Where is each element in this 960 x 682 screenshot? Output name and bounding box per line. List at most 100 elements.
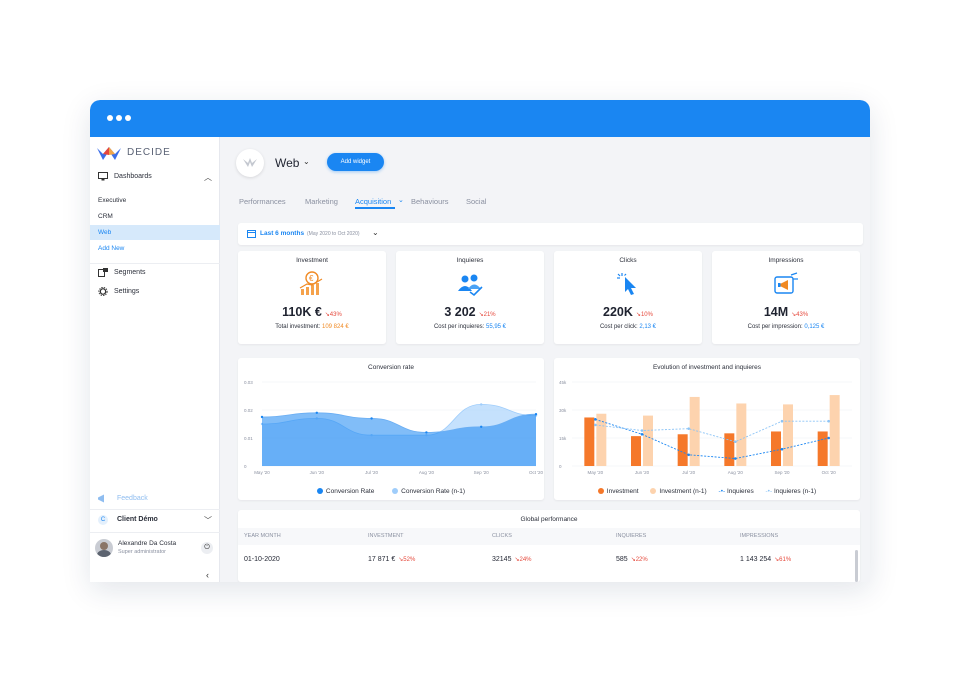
investment-inquieres-chart: Evolution of investment and inquieres 0 1…: [554, 358, 860, 500]
sidebar-dashboards[interactable]: Dashboards ︿: [90, 172, 220, 184]
kpi-value: 3 202 ↘21%: [444, 305, 496, 319]
legend-item[interactable]: -•- Inquieres: [718, 488, 754, 495]
column-header[interactable]: IMPRESSIONS: [740, 533, 779, 539]
cell-year-month: 01-10-2020: [244, 556, 280, 563]
client-label: Client Démo: [117, 516, 158, 523]
x-tick-label: Aug '20: [728, 470, 744, 475]
kpi-sub-value: 0,125 €: [804, 324, 825, 330]
legend-item[interactable]: Investment (n-1): [650, 488, 707, 495]
table-header-row: [238, 528, 860, 545]
tab-acquisition[interactable]: Acquisition: [355, 197, 392, 206]
kpi-card-impressions: Impressions 14M ↘43% Cost per impression:…: [712, 251, 860, 344]
data-point: [827, 436, 830, 440]
svg-text:€: €: [309, 274, 314, 283]
table-title: Global performance: [520, 516, 578, 523]
sidebar-item-crm[interactable]: CRM: [98, 213, 113, 220]
cell-impressions: 1 143 254 ↘61%: [740, 556, 792, 563]
sidebar-item-add-new[interactable]: Add New: [98, 245, 125, 252]
data-point: [534, 413, 538, 416]
tab-marketing[interactable]: Marketing: [305, 197, 338, 206]
x-tick-label: Jun '20: [635, 470, 650, 475]
date-filter-chevron-icon[interactable]: ⌄: [372, 228, 379, 237]
window-dot-icon[interactable]: [125, 115, 131, 121]
y-tick-label: 45k: [559, 380, 567, 385]
window-titlebar: [90, 100, 870, 137]
add-widget-button[interactable]: Add widget: [327, 153, 384, 171]
bar-investment: [817, 431, 828, 466]
y-tick-label: 0.03: [244, 380, 253, 385]
data-point: [640, 432, 644, 436]
tab-performances[interactable]: Performances: [239, 197, 286, 206]
client-selector[interactable]: C Client Démo ﹀: [90, 513, 220, 527]
kpi-sub: Total investment: 109 824 €: [275, 324, 349, 330]
column-header[interactable]: INVESTMENT: [368, 533, 404, 539]
column-header[interactable]: YEAR MONTH: [244, 533, 281, 539]
y-tick-label: 15k: [559, 436, 567, 441]
decide-logo-icon: [97, 147, 121, 160]
cell-inquieres: 585 ↘22%: [616, 556, 648, 563]
acquisition-chevron-icon[interactable]: ⌄: [398, 197, 404, 204]
legend-item[interactable]: Conversion Rate (n-1): [392, 488, 465, 495]
data-point: [687, 453, 690, 457]
kpi-title: Inquieres: [456, 257, 484, 264]
bar-investment-n1: [829, 395, 840, 466]
bar-investment-n1: [783, 404, 793, 466]
x-tick-label: Oct '20: [822, 470, 837, 475]
conversion-rate-plot: 0 0.01 0.02 0.03 May '20 Jun '20 Jul '20 Aug '2…: [244, 380, 544, 475]
kpi-sub: Cost per impression: 0,125 €: [747, 324, 825, 330]
legend-item[interactable]: Investment: [597, 488, 639, 495]
chevron-up-icon[interactable]: ︿: [204, 173, 212, 182]
date-filter[interactable]: Last 6 months (May 2020 to Oct 2020) ⌄: [238, 223, 863, 245]
cell-investment: 17 871 € ↘52%: [368, 556, 416, 563]
bar-investment: [771, 431, 781, 466]
area-conversion-rate: [262, 412, 536, 466]
bar-investment-n1: [596, 413, 607, 466]
kpi-title: Clicks: [619, 257, 637, 264]
chart-title: Conversion rate: [368, 364, 414, 371]
monitor-icon: [98, 172, 108, 181]
x-tick-label: Jul '20: [365, 470, 378, 475]
avatar[interactable]: [95, 539, 113, 557]
bar-investment: [677, 434, 688, 466]
column-header[interactable]: CLICKS: [492, 533, 512, 539]
kpi-change: ↘43%: [791, 312, 809, 318]
sidebar-item-web[interactable]: Web: [90, 225, 220, 240]
title-chevron-down-icon[interactable]: ⌄: [303, 157, 310, 166]
chart-title: Evolution of investment and inquieres: [652, 364, 762, 371]
kpi-card-inquieres: Inquieres 3 202 ↘21% Cost per inquieres: …: [396, 251, 544, 344]
kpi-title: Investment: [296, 257, 328, 264]
kpi-sub: Cost per click: 2,13 €: [599, 324, 657, 330]
legend-item[interactable]: -•- Inquieres (n-1): [765, 488, 817, 495]
tab-behaviours[interactable]: Behaviours: [411, 197, 449, 206]
collapse-sidebar-icon[interactable]: ‹: [206, 570, 209, 580]
chevron-down-icon[interactable]: ﹀: [204, 516, 212, 525]
sidebar-segments[interactable]: Segments: [90, 268, 220, 280]
y-tick-label: 0: [559, 464, 562, 469]
y-tick-label: 0: [244, 464, 247, 469]
cursor-click-icon: [617, 273, 636, 295]
sidebar-feedback[interactable]: Feedback: [90, 494, 220, 504]
data-point: [315, 411, 318, 414]
legend-item[interactable]: Conversion Rate: [316, 488, 374, 495]
data-point: [827, 419, 830, 423]
sidebar: DECIDE Dashboards ︿ Executive CRM Web Ad…: [90, 137, 220, 582]
data-point: [260, 415, 264, 419]
investment-inquieres-plot: 0 15k 30k 45k May '20 Jun '20 Jul '20 Aug '20 Se…: [559, 380, 852, 475]
sidebar-settings[interactable]: Settings: [90, 287, 220, 299]
tab-social[interactable]: Social: [466, 197, 487, 206]
data-point: [480, 403, 483, 406]
sidebar-divider: [90, 532, 220, 533]
window-dot-icon[interactable]: [116, 115, 122, 121]
window-dot-icon[interactable]: [107, 115, 113, 121]
sidebar-item-executive[interactable]: Executive: [98, 197, 127, 204]
x-tick-label: Sep '20: [474, 470, 490, 475]
active-tab-underline: [355, 207, 395, 209]
kpi-change: ↘43%: [324, 312, 342, 318]
column-header[interactable]: INQUIERES: [616, 533, 647, 539]
kpi-card-investment: Investment € 110K € ↘43% Total investment…: [238, 251, 386, 344]
sidebar-divider: [90, 263, 220, 264]
power-icon[interactable]: ⏻: [201, 542, 213, 554]
y-tick-label: 0.02: [244, 408, 253, 413]
table-scrollbar[interactable]: [855, 550, 858, 582]
data-point: [780, 447, 784, 451]
